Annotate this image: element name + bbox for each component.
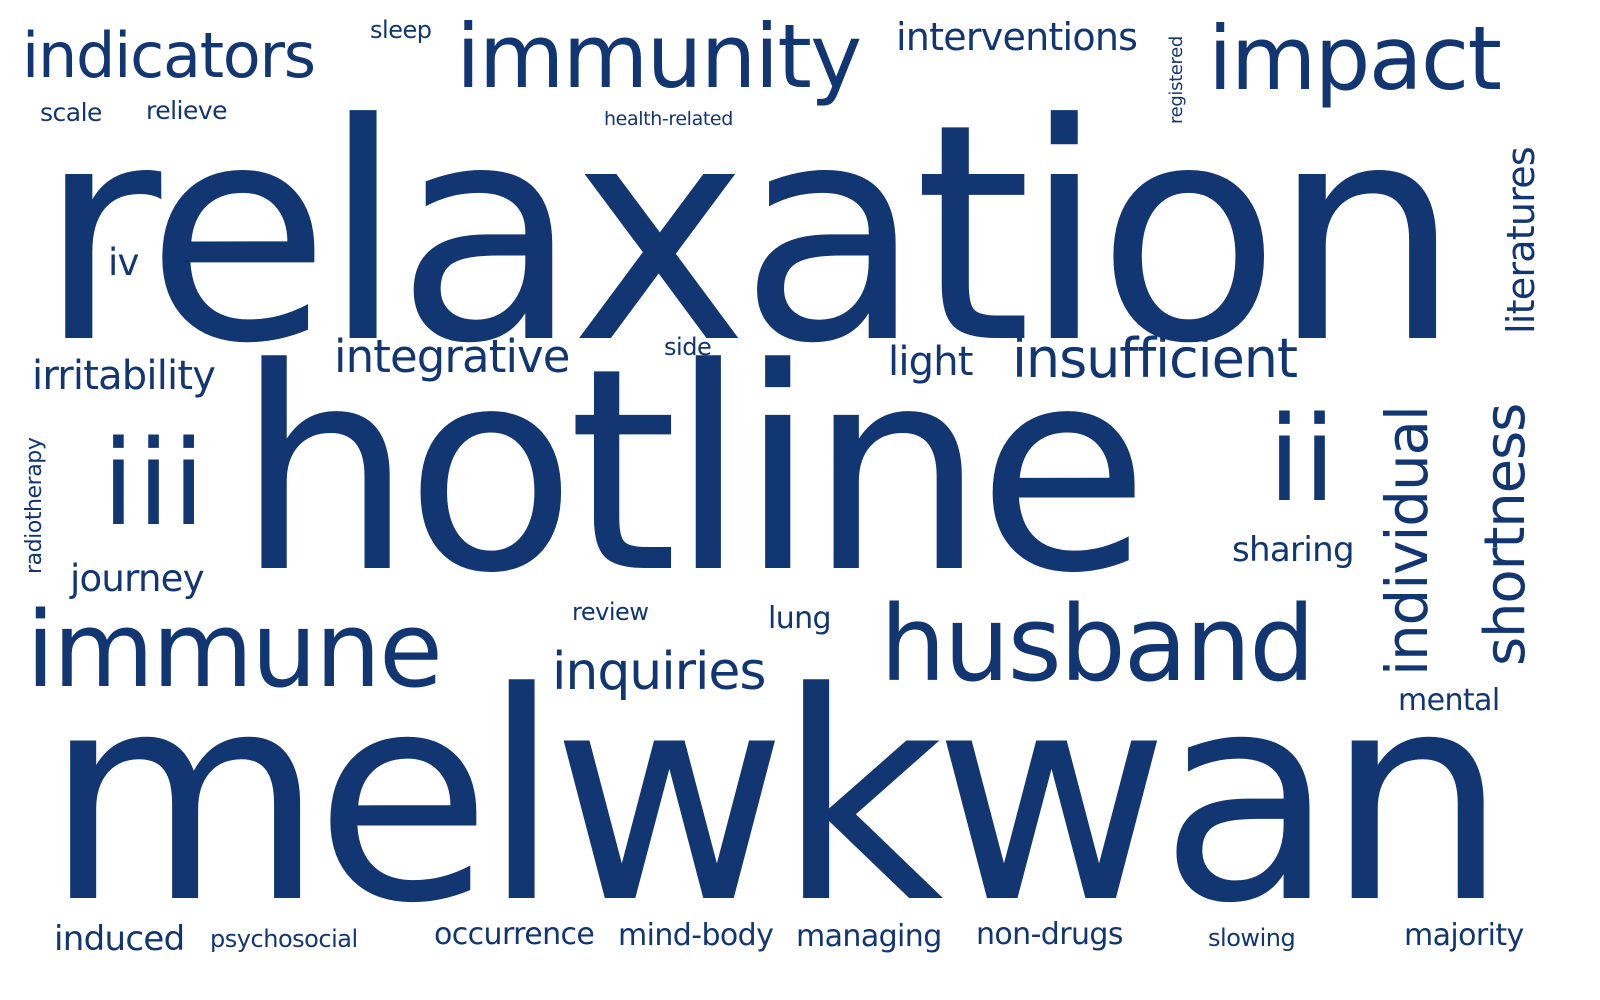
word-hotline: hotline — [236, 309, 1149, 635]
word-insufficient: insufficient — [1012, 327, 1298, 390]
word-indicators: indicators — [22, 19, 316, 92]
word-occurrence: occurrence — [434, 917, 595, 952]
word-health-related: health-related — [604, 108, 733, 130]
word-iv: iv — [108, 241, 139, 284]
word-psychosocial: psychosocial — [210, 925, 358, 953]
word-mental: mental — [1398, 683, 1500, 718]
word-impact: impact — [1208, 7, 1502, 110]
word-inquiries: inquiries — [552, 642, 766, 702]
word-slowing: slowing — [1208, 924, 1296, 952]
word-literatures: literatures — [1499, 147, 1543, 334]
word-induced: induced — [54, 919, 185, 959]
word-sleep: sleep — [370, 16, 432, 44]
word-review: review — [572, 598, 649, 626]
word-lung: lung — [768, 601, 832, 636]
word-side: side — [664, 333, 712, 361]
word-relieve: relieve — [146, 96, 228, 125]
word-husband: husband — [880, 583, 1315, 705]
word-interventions: interventions — [896, 15, 1138, 59]
word-ii: ii — [1268, 390, 1339, 528]
word-scale: scale — [40, 98, 102, 127]
word-immune: immune — [26, 589, 443, 711]
word-integrative: integrative — [334, 330, 570, 383]
word-immunity: immunity — [456, 5, 862, 108]
word-light: light — [888, 339, 973, 385]
word-registered: registered — [1166, 36, 1187, 124]
word-iii: iii — [102, 414, 208, 552]
word-irritability: irritability — [32, 353, 216, 399]
word-managing: managing — [796, 919, 942, 954]
word-mind-body: mind-body — [618, 918, 774, 953]
word-individual: individual — [1373, 406, 1441, 676]
word-relaxation: relaxation — [38, 60, 1462, 409]
word-non-drugs: non-drugs — [976, 917, 1123, 952]
word-majority: majority — [1404, 918, 1524, 953]
word-radiotherapy: radiotherapy — [22, 437, 47, 574]
word-journey: journey — [70, 557, 205, 600]
word-sharing: sharing — [1232, 530, 1355, 570]
word-shortness: shortness — [1473, 403, 1538, 666]
word-melwkwan: melwkwan — [44, 631, 1508, 966]
